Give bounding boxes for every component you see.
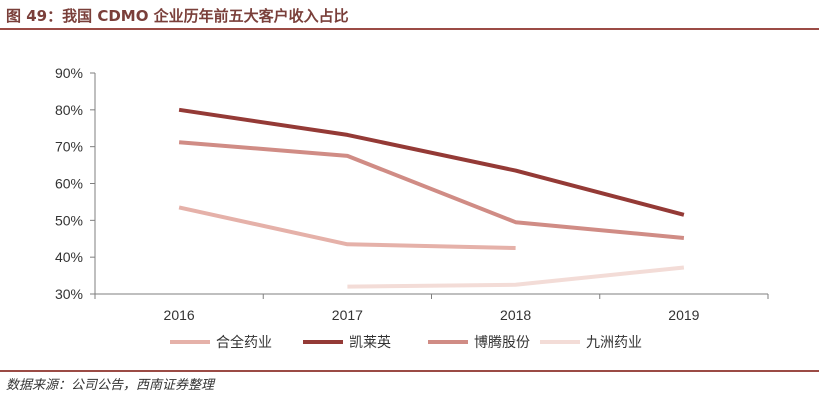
line-chart: 30% 40% 50% 60% 70% 80% 90% 2016 2017 2018 2019 合全… — [55, 65, 769, 351]
series-line-3 — [178, 140, 685, 240]
legend-label: 凯莱英 — [349, 334, 391, 351]
legend-label: 九洲药业 — [586, 335, 642, 351]
y-tick-label: 80% — [55, 102, 83, 118]
legend-item-2: 凯莱英 — [303, 334, 391, 351]
legend: 合全药业 凯莱英 博腾股份 九洲药业 — [170, 334, 642, 351]
legend-item-1: 合全药业 — [170, 334, 272, 351]
y-tick-label: 30% — [55, 286, 83, 302]
y-tick-label: 90% — [55, 65, 83, 81]
series-line-2 — [178, 107, 685, 217]
source-note: 数据来源：公司公告，西南证券整理 — [6, 378, 215, 393]
legend-item-4: 九洲药业 — [540, 335, 642, 351]
y-tick-label: 50% — [55, 212, 83, 228]
x-tick-label: 2018 — [500, 307, 531, 323]
y-tick-label: 60% — [55, 176, 83, 192]
series-line-1 — [178, 205, 516, 250]
legend-item-3: 博腾股份 — [428, 334, 530, 351]
legend-label: 合全药业 — [216, 334, 272, 351]
x-tick-label: 2019 — [668, 307, 699, 323]
y-tick-label: 70% — [55, 139, 83, 155]
x-tick-label: 2017 — [332, 307, 363, 323]
axes: 30% 40% 50% 60% 70% 80% 90% 2016 2017 2018 2019 — [55, 65, 769, 323]
title-divider — [0, 28, 819, 30]
y-tick-label: 40% — [55, 249, 83, 265]
series-line-4 — [347, 265, 685, 289]
chart-title: 图 49：我国 CDMO 企业历年前五大客户收入占比 — [6, 7, 349, 25]
x-tick-label: 2016 — [164, 307, 195, 323]
footer-divider — [0, 370, 819, 372]
legend-label: 博腾股份 — [474, 334, 530, 351]
series-lines — [178, 107, 685, 289]
